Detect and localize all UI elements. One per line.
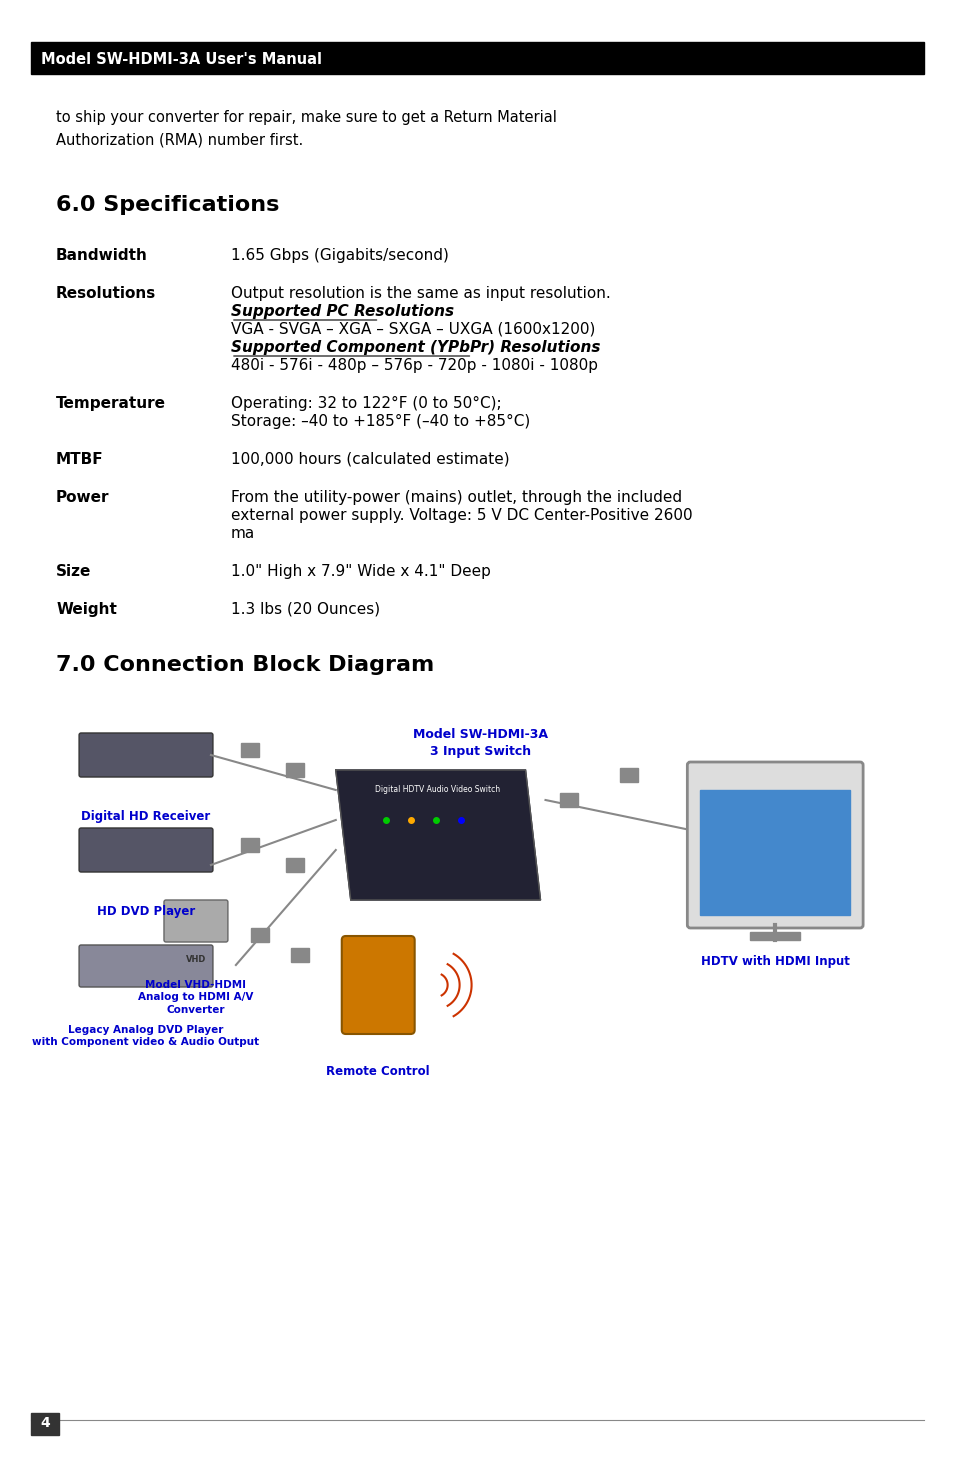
Text: 100,000 hours (calculated estimate): 100,000 hours (calculated estimate) (231, 451, 509, 468)
FancyBboxPatch shape (341, 937, 415, 1034)
Bar (619, 768, 638, 782)
Text: Model SW-HDMI-3A User's Manual: Model SW-HDMI-3A User's Manual (41, 52, 322, 66)
Text: HD DVD Player: HD DVD Player (97, 906, 195, 917)
Bar (286, 858, 303, 872)
Text: Model SW-HDMI-3A
3 Input Switch: Model SW-HDMI-3A 3 Input Switch (413, 729, 548, 758)
Text: VGA - SVGA – XGA – SXGA – UXGA (1600x1200): VGA - SVGA – XGA – SXGA – UXGA (1600x120… (231, 322, 595, 336)
FancyBboxPatch shape (79, 827, 213, 872)
Text: 1.3 lbs (20 Ounces): 1.3 lbs (20 Ounces) (231, 602, 379, 617)
Text: Digital HDTV Audio Video Switch: Digital HDTV Audio Video Switch (375, 785, 499, 794)
FancyBboxPatch shape (79, 733, 213, 777)
Text: Supported Component (YPbPr) Resolutions: Supported Component (YPbPr) Resolutions (231, 341, 599, 355)
Bar (251, 928, 269, 943)
Text: Supported PC Resolutions: Supported PC Resolutions (231, 304, 454, 319)
Text: Operating: 32 to 122°F (0 to 50°C);: Operating: 32 to 122°F (0 to 50°C); (231, 395, 501, 412)
Text: Digital HD Receiver: Digital HD Receiver (81, 810, 211, 823)
FancyBboxPatch shape (79, 945, 213, 987)
Text: Output resolution is the same as input resolution.: Output resolution is the same as input r… (231, 286, 610, 301)
Text: 1.65 Gbps (Gigabits/second): 1.65 Gbps (Gigabits/second) (231, 248, 448, 263)
Bar (241, 743, 258, 757)
Bar (31, 1413, 59, 1435)
Text: external power supply. Voltage: 5 V DC Center-Positive 2600: external power supply. Voltage: 5 V DC C… (231, 507, 692, 524)
Text: MTBF: MTBF (56, 451, 104, 468)
Text: Model VHD-HDMI
Analog to HDMI A/V
Converter: Model VHD-HDMI Analog to HDMI A/V Conver… (138, 979, 253, 1015)
Bar (241, 838, 258, 853)
Bar (560, 794, 578, 807)
Text: Bandwidth: Bandwidth (56, 248, 148, 263)
Bar (286, 763, 303, 777)
Text: 6.0 Specifications: 6.0 Specifications (56, 195, 279, 215)
Polygon shape (335, 770, 540, 900)
Text: to ship your converter for repair, make sure to get a Return Material
Authorizat: to ship your converter for repair, make … (56, 111, 557, 148)
Bar (31, 41, 923, 74)
Bar (700, 791, 849, 914)
Text: VHD: VHD (186, 954, 206, 963)
Text: ma: ma (231, 527, 254, 541)
Text: Weight: Weight (56, 602, 117, 617)
Bar (56, 709, 899, 1389)
Text: ≡≡ ● ◉: ≡≡ ● ◉ (126, 885, 166, 895)
Text: Power: Power (56, 490, 110, 504)
Bar (749, 932, 800, 940)
Text: 4: 4 (40, 1416, 50, 1429)
Text: Remote Control: Remote Control (326, 1065, 429, 1078)
Bar (291, 948, 309, 962)
Text: 7.0 Connection Block Diagram: 7.0 Connection Block Diagram (56, 655, 434, 676)
Text: From the utility-power (mains) outlet, through the included: From the utility-power (mains) outlet, t… (231, 490, 681, 504)
Text: ≡ ◉: ≡ ◉ (136, 999, 155, 1009)
Text: Storage: –40 to +185°F (–40 to +85°C): Storage: –40 to +185°F (–40 to +85°C) (231, 414, 530, 429)
FancyBboxPatch shape (686, 763, 862, 928)
FancyBboxPatch shape (164, 900, 228, 943)
Text: ≡≡≡  ●: ≡≡≡ ● (127, 791, 166, 799)
Text: HDTV with HDMI Input: HDTV with HDMI Input (700, 954, 849, 968)
Text: Legacy Analog DVD Player
with Component video & Audio Output: Legacy Analog DVD Player with Component … (32, 1025, 259, 1047)
Text: 1.0" High x 7.9" Wide x 4.1" Deep: 1.0" High x 7.9" Wide x 4.1" Deep (231, 563, 490, 580)
Text: Resolutions: Resolutions (56, 286, 156, 301)
Text: Size: Size (56, 563, 91, 580)
Text: 480i - 576i - 480p – 576p - 720p - 1080i - 1080p: 480i - 576i - 480p – 576p - 720p - 1080i… (231, 358, 598, 373)
Text: Temperature: Temperature (56, 395, 166, 412)
